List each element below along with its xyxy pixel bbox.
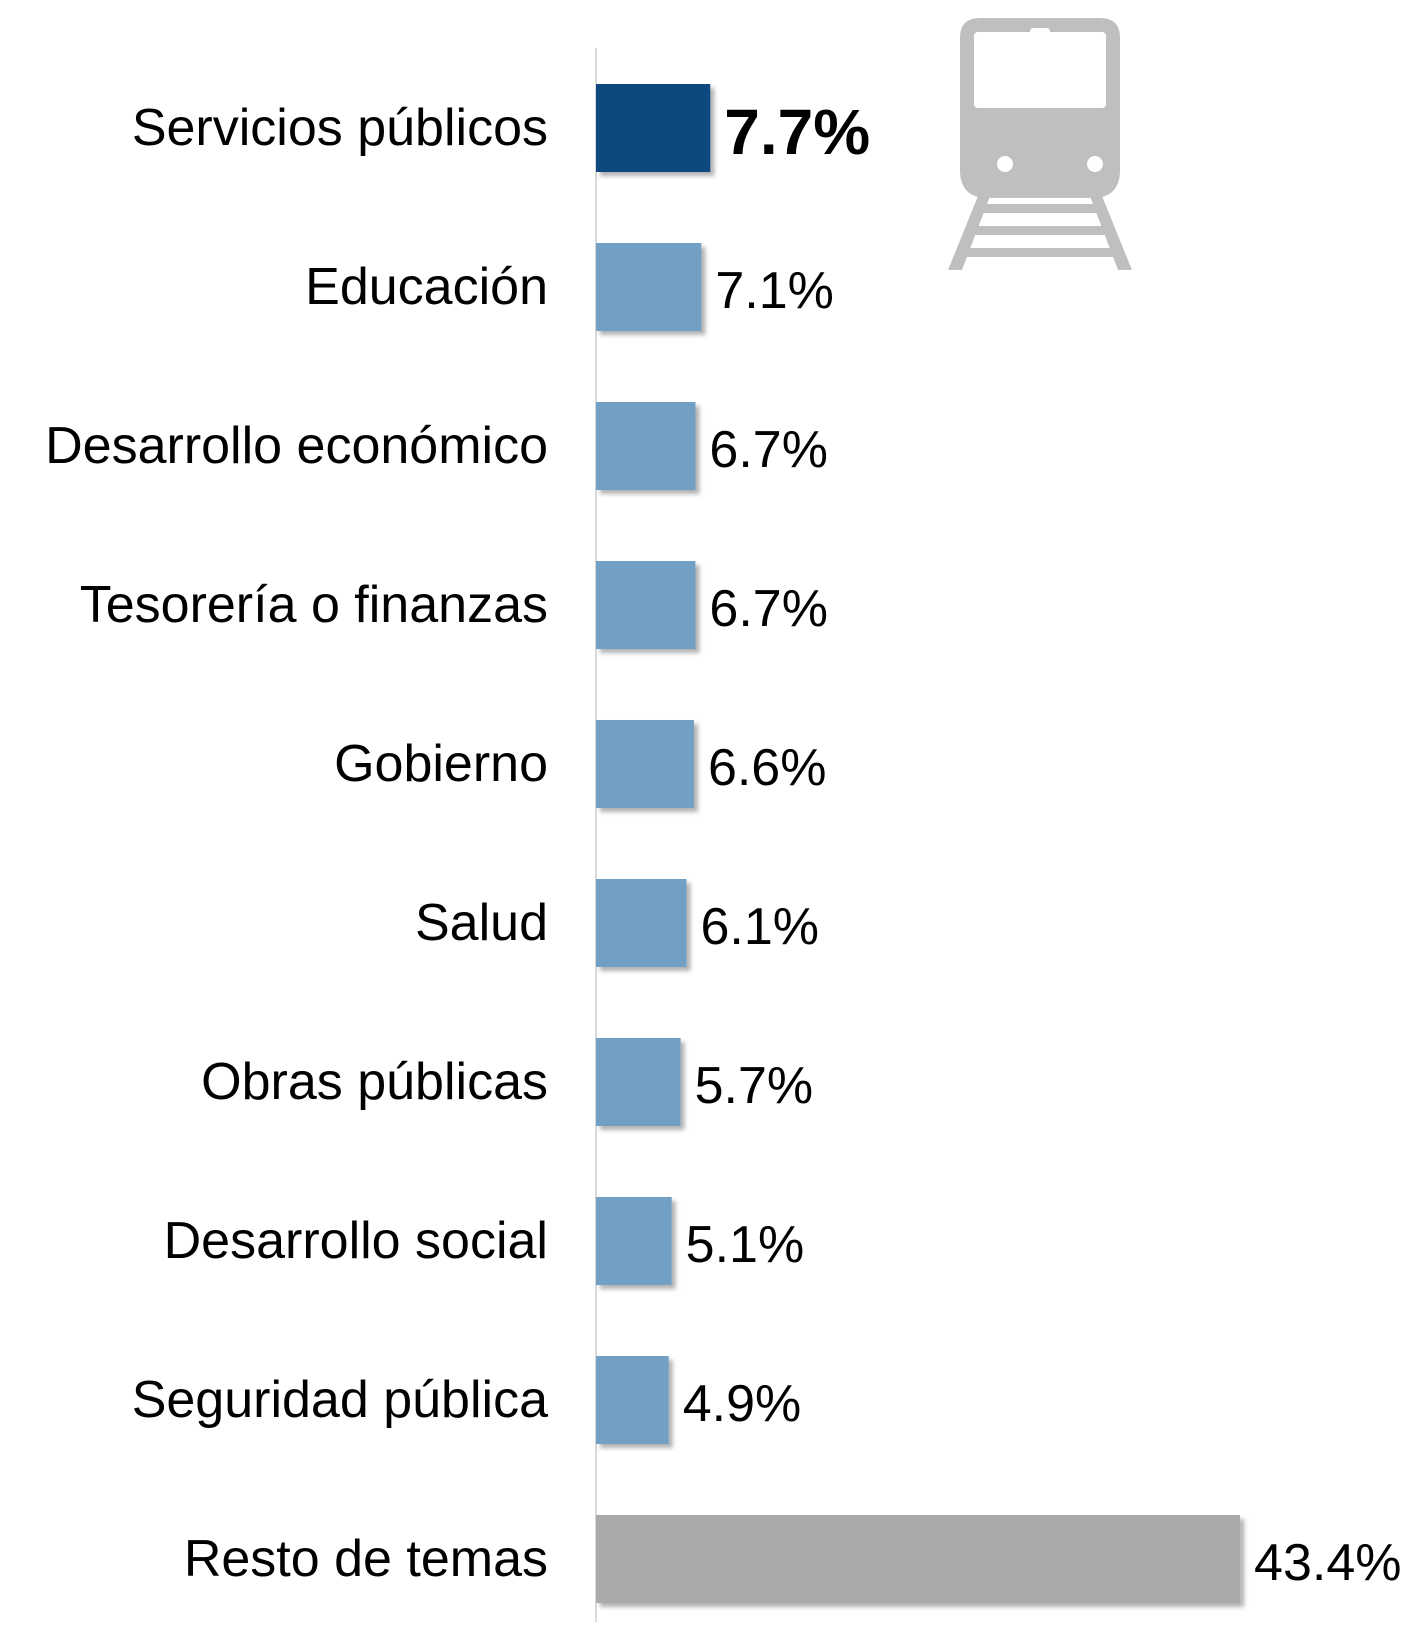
bar-0 (596, 84, 710, 172)
bar-2 (596, 402, 695, 490)
category-label-6: Obras públicas (201, 1053, 548, 1111)
value-label-9: 43.4% (1254, 1534, 1401, 1592)
category-label-7: Desarrollo social (164, 1212, 548, 1270)
category-label-3: Tesorería o finanzas (80, 576, 548, 634)
bar-8 (596, 1356, 669, 1444)
category-label-1: Educación (305, 258, 548, 316)
value-label-6: 5.7% (695, 1057, 814, 1115)
value-label-7: 5.1% (686, 1216, 805, 1274)
category-label-9: Resto de temas (184, 1530, 548, 1588)
bar-1 (596, 243, 701, 331)
value-label-3: 6.7% (709, 580, 828, 638)
bar-9 (596, 1515, 1240, 1603)
value-label-5: 6.1% (701, 898, 820, 956)
value-label-8: 4.9% (683, 1375, 802, 1433)
value-label-0: 7.7% (724, 96, 870, 168)
bar-6 (596, 1038, 681, 1126)
category-label-5: Salud (415, 894, 548, 952)
category-label-0: Servicios públicos (132, 99, 548, 157)
category-label-2: Desarrollo económico (45, 417, 548, 475)
category-label-4: Gobierno (334, 735, 548, 793)
bar-5 (596, 879, 687, 967)
train-icon (948, 18, 1132, 270)
value-label-1: 7.1% (715, 262, 834, 320)
value-label-4: 6.6% (708, 739, 827, 797)
bar-3 (596, 561, 695, 649)
category-label-8: Seguridad pública (132, 1371, 548, 1429)
bar-7 (596, 1197, 672, 1285)
value-label-2: 6.7% (709, 421, 828, 479)
bar-4 (596, 720, 694, 808)
